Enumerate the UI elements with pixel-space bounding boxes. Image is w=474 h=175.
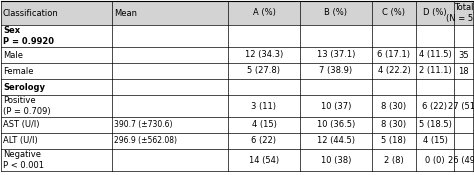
- Text: 8 (30): 8 (30): [382, 121, 407, 130]
- Text: 3 (11): 3 (11): [252, 102, 276, 110]
- Text: 10 (36.5): 10 (36.5): [317, 121, 355, 130]
- Text: 4 (22.2): 4 (22.2): [378, 66, 410, 75]
- Text: Male: Male: [3, 51, 23, 60]
- Text: Classification: Classification: [3, 9, 59, 18]
- Text: 8 (30): 8 (30): [382, 102, 407, 110]
- Text: 2 (11.1): 2 (11.1): [419, 66, 451, 75]
- Text: 12 (34.3): 12 (34.3): [245, 51, 283, 60]
- Text: 6 (22): 6 (22): [422, 102, 447, 110]
- Text: Mean: Mean: [114, 9, 137, 18]
- Text: 10 (37): 10 (37): [321, 102, 351, 110]
- Text: Serology: Serology: [3, 82, 45, 92]
- Text: C (%): C (%): [383, 9, 405, 18]
- Text: 2 (8): 2 (8): [384, 156, 404, 164]
- Text: Positive
(P = 0.709): Positive (P = 0.709): [3, 96, 51, 116]
- Text: 5 (18.5): 5 (18.5): [419, 121, 451, 130]
- Text: 390.7 (±730.6): 390.7 (±730.6): [114, 121, 173, 130]
- Text: Sex
P = 0.9920: Sex P = 0.9920: [3, 26, 54, 46]
- Text: D (%): D (%): [423, 9, 447, 18]
- Text: 0 (0): 0 (0): [425, 156, 445, 164]
- Text: Total
(N = 53): Total (N = 53): [446, 3, 474, 23]
- Text: AST (U/l): AST (U/l): [3, 121, 39, 130]
- Text: B (%): B (%): [325, 9, 347, 18]
- Text: 6 (22): 6 (22): [252, 136, 276, 145]
- Text: 6 (17.1): 6 (17.1): [377, 51, 410, 60]
- Text: 4 (11.5): 4 (11.5): [419, 51, 451, 60]
- Text: 4 (15): 4 (15): [422, 136, 447, 145]
- Text: 13 (37.1): 13 (37.1): [317, 51, 355, 60]
- Text: 27 (51): 27 (51): [448, 102, 474, 110]
- Text: 7 (38.9): 7 (38.9): [319, 66, 353, 75]
- Text: 296.9 (±562.08): 296.9 (±562.08): [114, 136, 177, 145]
- Bar: [1, 1, 473, 25]
- Text: 12 (44.5): 12 (44.5): [317, 136, 355, 145]
- Text: A (%): A (%): [253, 9, 275, 18]
- Text: 18: 18: [458, 66, 469, 75]
- Text: Female: Female: [3, 66, 34, 75]
- Text: ALT (U/l): ALT (U/l): [3, 136, 38, 145]
- Text: 35: 35: [458, 51, 469, 60]
- Text: 26 (49): 26 (49): [448, 156, 474, 164]
- Text: 5 (27.8): 5 (27.8): [247, 66, 281, 75]
- Text: 10 (38): 10 (38): [321, 156, 351, 164]
- Text: Negative
P < 0.001: Negative P < 0.001: [3, 150, 44, 170]
- Text: 14 (54): 14 (54): [249, 156, 279, 164]
- Text: 5 (18): 5 (18): [382, 136, 407, 145]
- Text: 4 (15): 4 (15): [252, 121, 276, 130]
